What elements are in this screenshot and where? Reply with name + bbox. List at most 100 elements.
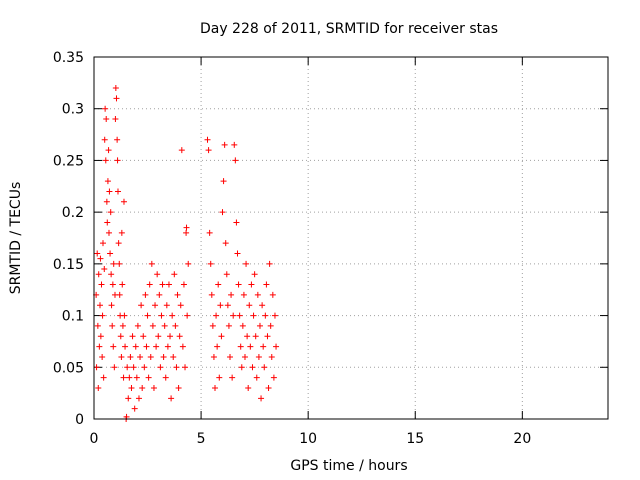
data-point — [165, 281, 172, 288]
data-point — [102, 105, 109, 112]
data-point — [120, 198, 127, 205]
data-point — [127, 353, 134, 360]
data-point — [103, 198, 110, 205]
data-point — [236, 312, 243, 319]
data-point — [178, 147, 185, 154]
data-point — [125, 395, 132, 402]
y-axis-label: SRMTID / TECUs — [8, 182, 24, 295]
data-point — [94, 250, 101, 257]
data-point — [210, 353, 217, 360]
data-point — [162, 374, 169, 381]
data-point — [207, 260, 214, 267]
data-point — [270, 374, 277, 381]
data-point — [99, 312, 106, 319]
data-point — [113, 95, 120, 102]
data-point — [120, 374, 127, 381]
data-point — [230, 312, 237, 319]
data-point — [119, 281, 126, 288]
data-point — [99, 240, 106, 247]
data-point — [246, 302, 253, 309]
y-tick-label: 0.05 — [53, 360, 84, 376]
data-point — [157, 364, 164, 371]
data-point — [266, 260, 273, 267]
data-point — [218, 333, 225, 340]
data-point — [105, 147, 112, 154]
data-point — [179, 343, 186, 350]
axis-ticks: 0 0.05 0.1 0.15 0.2 0.25 0.3 0.35 0 5 10 15 20 — [53, 50, 608, 447]
data-point — [112, 116, 119, 123]
data-point — [141, 364, 148, 371]
data-point — [255, 353, 262, 360]
data-point — [129, 333, 136, 340]
y-tick-label: 0.25 — [53, 153, 84, 169]
data-point — [95, 384, 102, 391]
data-point — [237, 343, 244, 350]
data-point — [118, 353, 125, 360]
data-point — [226, 353, 233, 360]
data-point — [234, 250, 241, 257]
data-point — [244, 333, 251, 340]
y-tick-label: 0.15 — [53, 257, 84, 273]
data-point — [251, 271, 258, 278]
data-point — [111, 364, 118, 371]
data-point — [174, 291, 181, 298]
data-point — [233, 219, 240, 226]
data-point — [182, 364, 189, 371]
data-point — [128, 384, 135, 391]
data-point — [256, 322, 263, 329]
data-point — [100, 374, 107, 381]
data-point — [224, 302, 231, 309]
data-point — [261, 364, 268, 371]
data-point — [101, 136, 108, 143]
data-point — [169, 312, 176, 319]
data-point — [154, 271, 161, 278]
data-point — [131, 405, 138, 412]
data-point — [239, 322, 246, 329]
data-point — [213, 312, 220, 319]
data-point — [150, 384, 157, 391]
data-point — [228, 291, 235, 298]
data-point — [114, 136, 121, 143]
data-point — [268, 353, 275, 360]
data-point — [238, 364, 245, 371]
data-point — [172, 322, 179, 329]
data-point — [101, 266, 108, 273]
data-point — [241, 353, 248, 360]
data-point — [260, 343, 267, 350]
data-point — [134, 322, 141, 329]
data-point — [95, 271, 102, 278]
data-point — [219, 209, 226, 216]
data-point — [204, 136, 211, 143]
data-point — [249, 364, 256, 371]
data-point — [97, 255, 104, 262]
data-point — [109, 322, 116, 329]
y-tick-label: 0.1 — [62, 309, 84, 325]
data-point — [235, 281, 242, 288]
data-point — [126, 374, 133, 381]
y-tick-label: 0.35 — [53, 50, 84, 66]
data-point — [177, 302, 184, 309]
data-point — [103, 116, 110, 123]
data-point — [173, 364, 180, 371]
data-point — [170, 353, 177, 360]
data-point — [93, 364, 100, 371]
data-point — [259, 302, 266, 309]
data-point — [107, 209, 114, 216]
data-point — [273, 343, 280, 350]
y-tick-label: 0.2 — [62, 205, 84, 221]
data-point — [114, 188, 121, 195]
data-point — [185, 260, 192, 267]
data-point — [155, 333, 162, 340]
data-point — [114, 157, 121, 164]
data-point — [176, 333, 183, 340]
data-point — [147, 353, 154, 360]
data-point — [112, 85, 119, 92]
x-axis-label: GPS time / hours — [290, 458, 407, 474]
x-tick-label: 15 — [406, 431, 424, 447]
data-point — [252, 333, 259, 340]
data-point — [220, 178, 227, 185]
data-point — [116, 260, 123, 267]
data-point — [180, 281, 187, 288]
data-point — [254, 291, 261, 298]
